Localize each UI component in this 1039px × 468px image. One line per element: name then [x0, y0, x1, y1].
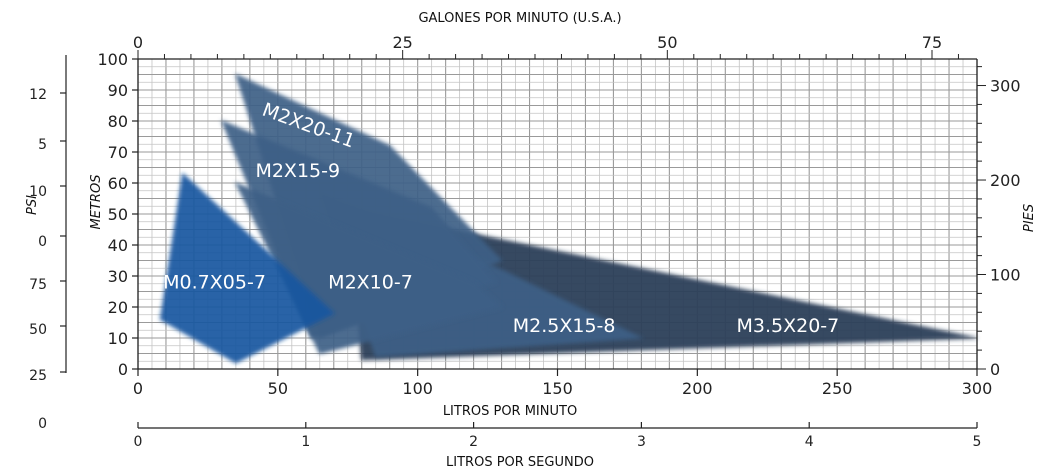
psi-tick-label: 5: [38, 137, 47, 153]
y-tick-label: 60: [108, 174, 128, 193]
lps-tick-label: 1: [301, 434, 310, 450]
top-axis-title: GALONES POR MINUTO (U.S.A.): [418, 11, 621, 26]
region-label: M3.5X20-7: [736, 315, 839, 337]
psi-tick-label: 12: [29, 87, 47, 103]
psi-tick-label: 50: [29, 322, 47, 338]
top-tick-label: 50: [657, 33, 677, 52]
axes: 0 50 100 150 200 250 3000102030405060708090100…: [29, 33, 1020, 450]
top-tick-label: 75: [922, 33, 942, 52]
y-tick-label: 40: [108, 236, 128, 255]
y-tick-label: 50: [108, 205, 128, 224]
psi-tick-label: 10: [29, 184, 47, 200]
psi-tick-label: 0: [38, 234, 47, 250]
lps-tick-label: 5: [973, 434, 982, 450]
y-tick-label: 80: [108, 112, 128, 131]
y-tick-label: 30: [108, 267, 128, 286]
psi-tick-label: 0: [38, 416, 47, 432]
x-tick-label: 0: [133, 379, 143, 398]
region-label: M2X15-9: [255, 160, 340, 182]
right-tick-label: 0: [990, 360, 1000, 379]
top-tick-label: 0: [133, 33, 143, 52]
region-label: M2X10-7: [328, 271, 413, 293]
right-axis-title: PIES: [1022, 204, 1037, 232]
x-tick-label: 150: [542, 379, 573, 398]
x-tick-label: 50: [268, 379, 288, 398]
x-tick-label: 100: [402, 379, 433, 398]
x-tick-label: 200: [682, 379, 713, 398]
bottom-axis2-title: LITROS POR SEGUNDO: [446, 455, 594, 468]
lps-tick-label: 4: [805, 434, 814, 450]
region-label: M2.5X15-8: [513, 315, 616, 337]
lps-tick-label: 0: [134, 434, 143, 450]
region-m0-7x05-7: [159, 172, 335, 364]
y-tick-label: 20: [108, 298, 128, 317]
right-tick-label: 200: [990, 171, 1021, 190]
psi-tick-label: 25: [29, 368, 47, 384]
lps-tick-label: 2: [469, 434, 478, 450]
top-tick-label: 25: [392, 33, 412, 52]
x-tick-label: 250: [822, 379, 853, 398]
x-tick-label: 300: [962, 379, 993, 398]
x-axis-title: LITROS POR MINUTO: [443, 404, 577, 419]
region-label: M0.7X05-7: [163, 271, 266, 293]
y-axis-title: METROS: [89, 175, 104, 230]
right-tick-label: 100: [990, 266, 1021, 285]
y-tick-label: 70: [108, 143, 128, 162]
right-tick-label: 300: [990, 77, 1021, 96]
y-tick-label: 0: [118, 360, 128, 379]
y-tick-label: 90: [108, 81, 128, 100]
y-tick-label: 10: [108, 329, 128, 348]
series-regions: M3.5X20-7M2.5X15-8M2X20-11M2X15-9M2X10-7…: [159, 73, 978, 364]
lps-tick-label: 3: [637, 434, 646, 450]
psi-tick-label: 75: [29, 277, 47, 293]
y-tick-label: 100: [97, 50, 128, 69]
left-axis-title: PSI: [25, 195, 40, 215]
